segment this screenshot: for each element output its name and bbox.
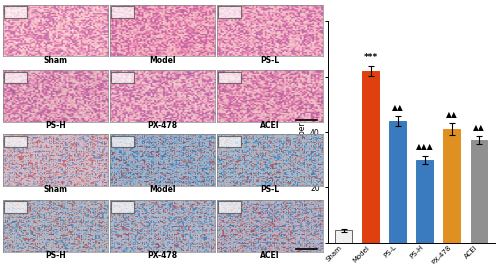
Text: PS-L: PS-L (260, 185, 280, 194)
Y-axis label: Collagen fiber area (%): Collagen fiber area (%) (298, 88, 308, 176)
FancyBboxPatch shape (111, 136, 134, 147)
FancyBboxPatch shape (218, 201, 242, 213)
FancyBboxPatch shape (218, 72, 242, 83)
FancyBboxPatch shape (111, 6, 134, 18)
Text: PS-H: PS-H (45, 121, 66, 130)
Text: ▲▲: ▲▲ (446, 110, 458, 119)
FancyBboxPatch shape (4, 201, 26, 213)
Text: PS-L: PS-L (260, 55, 280, 65)
Text: Sham: Sham (43, 55, 67, 65)
Text: ACEI: ACEI (260, 251, 280, 260)
Bar (362, 71, 379, 243)
Text: PX-478: PX-478 (148, 121, 178, 130)
Bar (444, 129, 460, 243)
Bar (470, 140, 488, 243)
Text: C: C (280, 17, 288, 27)
Text: ▲▲: ▲▲ (392, 103, 404, 112)
Text: ▲▲: ▲▲ (473, 123, 485, 132)
FancyBboxPatch shape (111, 201, 134, 213)
Text: PS-H: PS-H (45, 251, 66, 260)
Text: B: B (4, 135, 12, 145)
Bar (390, 121, 406, 243)
Text: ▲▲▲: ▲▲▲ (416, 142, 434, 151)
FancyBboxPatch shape (4, 6, 26, 18)
Bar (416, 160, 433, 243)
Text: Sham: Sham (43, 185, 67, 194)
FancyBboxPatch shape (218, 6, 242, 18)
Text: A: A (4, 5, 12, 15)
Text: Model: Model (149, 55, 176, 65)
FancyBboxPatch shape (111, 72, 134, 83)
Bar (335, 230, 352, 243)
FancyBboxPatch shape (4, 72, 26, 83)
Text: ***: *** (364, 53, 378, 62)
FancyBboxPatch shape (4, 136, 26, 147)
Text: Model: Model (149, 185, 176, 194)
Text: PX-478: PX-478 (148, 251, 178, 260)
FancyBboxPatch shape (218, 136, 242, 147)
Text: ACEI: ACEI (260, 121, 280, 130)
